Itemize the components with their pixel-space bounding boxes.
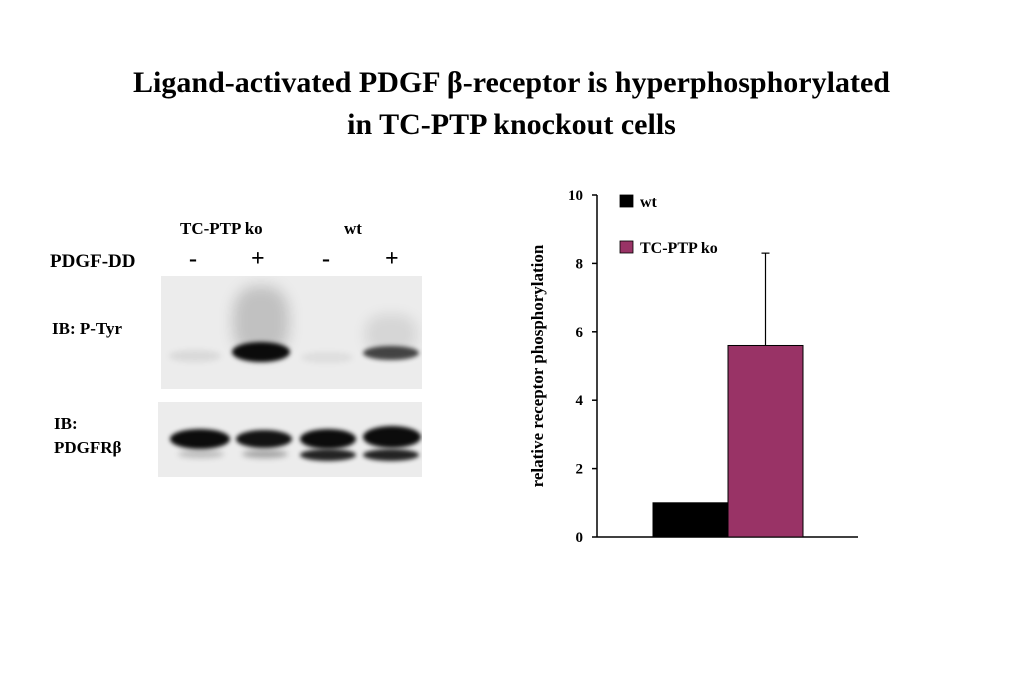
ptyr-blot-image [161, 276, 422, 389]
ptyr-band-lane-2 [232, 342, 290, 362]
ptyr-band-lane-3 [301, 352, 353, 363]
pdgfr-lower-band-lane-4 [363, 449, 419, 461]
y-tick-label: 0 [576, 530, 584, 546]
y-tick-label: 4 [576, 393, 584, 409]
pdgfr-label-line-1: IB: [54, 414, 78, 433]
ptyr-band-lane-4 [363, 346, 419, 360]
legend-label: TC-PTP ko [640, 240, 718, 257]
y-tick-label: 2 [576, 462, 584, 478]
pdgfr-lower-band-lane-2 [242, 450, 288, 458]
ptyr-label: IB: P-Tyr [52, 319, 123, 338]
pdgfr-band-lane-1 [170, 429, 230, 449]
legend-label: wt [640, 194, 658, 211]
pdgfr-lower-band-lane-3 [300, 449, 356, 461]
title-line-2: in TC-PTP knockout cells [347, 108, 676, 141]
pdgfr-band-lane-4 [363, 426, 421, 448]
chart-legend: wt TC-PTP ko [619, 194, 718, 257]
ptyr-band-lane-1 [169, 350, 221, 362]
chart-bars [652, 252, 804, 538]
lane-4-sign: + [385, 246, 399, 272]
title-line-1: Ligand-activated PDGF β-receptor is hype… [133, 66, 890, 99]
pdgfr-label-line-2: PDGFRβ [54, 438, 122, 457]
treatment-label: PDGF-DD [50, 251, 136, 272]
pdgfr-band-lane-2 [236, 430, 292, 448]
legend-swatch [619, 194, 634, 208]
pdgfr-blot-image [158, 402, 422, 477]
y-tick-label: 10 [568, 188, 583, 204]
y-tick-label: 8 [576, 256, 584, 272]
group-label-wt: wt [344, 219, 362, 238]
pdgfr-band-lane-3 [300, 429, 356, 449]
bar-tc-ptp-ko [727, 344, 804, 538]
group-label-ko: TC-PTP ko [180, 219, 263, 238]
lane-1-sign: - [189, 246, 197, 272]
y-axis-title: relative receptor phosphorylation [528, 244, 547, 487]
lane-2-sign: + [251, 246, 265, 272]
bar-wt [652, 502, 729, 538]
lane-3-sign: - [322, 246, 330, 272]
y-tick-label: 6 [576, 325, 584, 341]
slide-title: Ligand-activated PDGF β-receptor is hype… [0, 62, 1023, 146]
legend-swatch [619, 240, 634, 254]
pdgfr-lower-band-lane-1 [178, 450, 224, 458]
